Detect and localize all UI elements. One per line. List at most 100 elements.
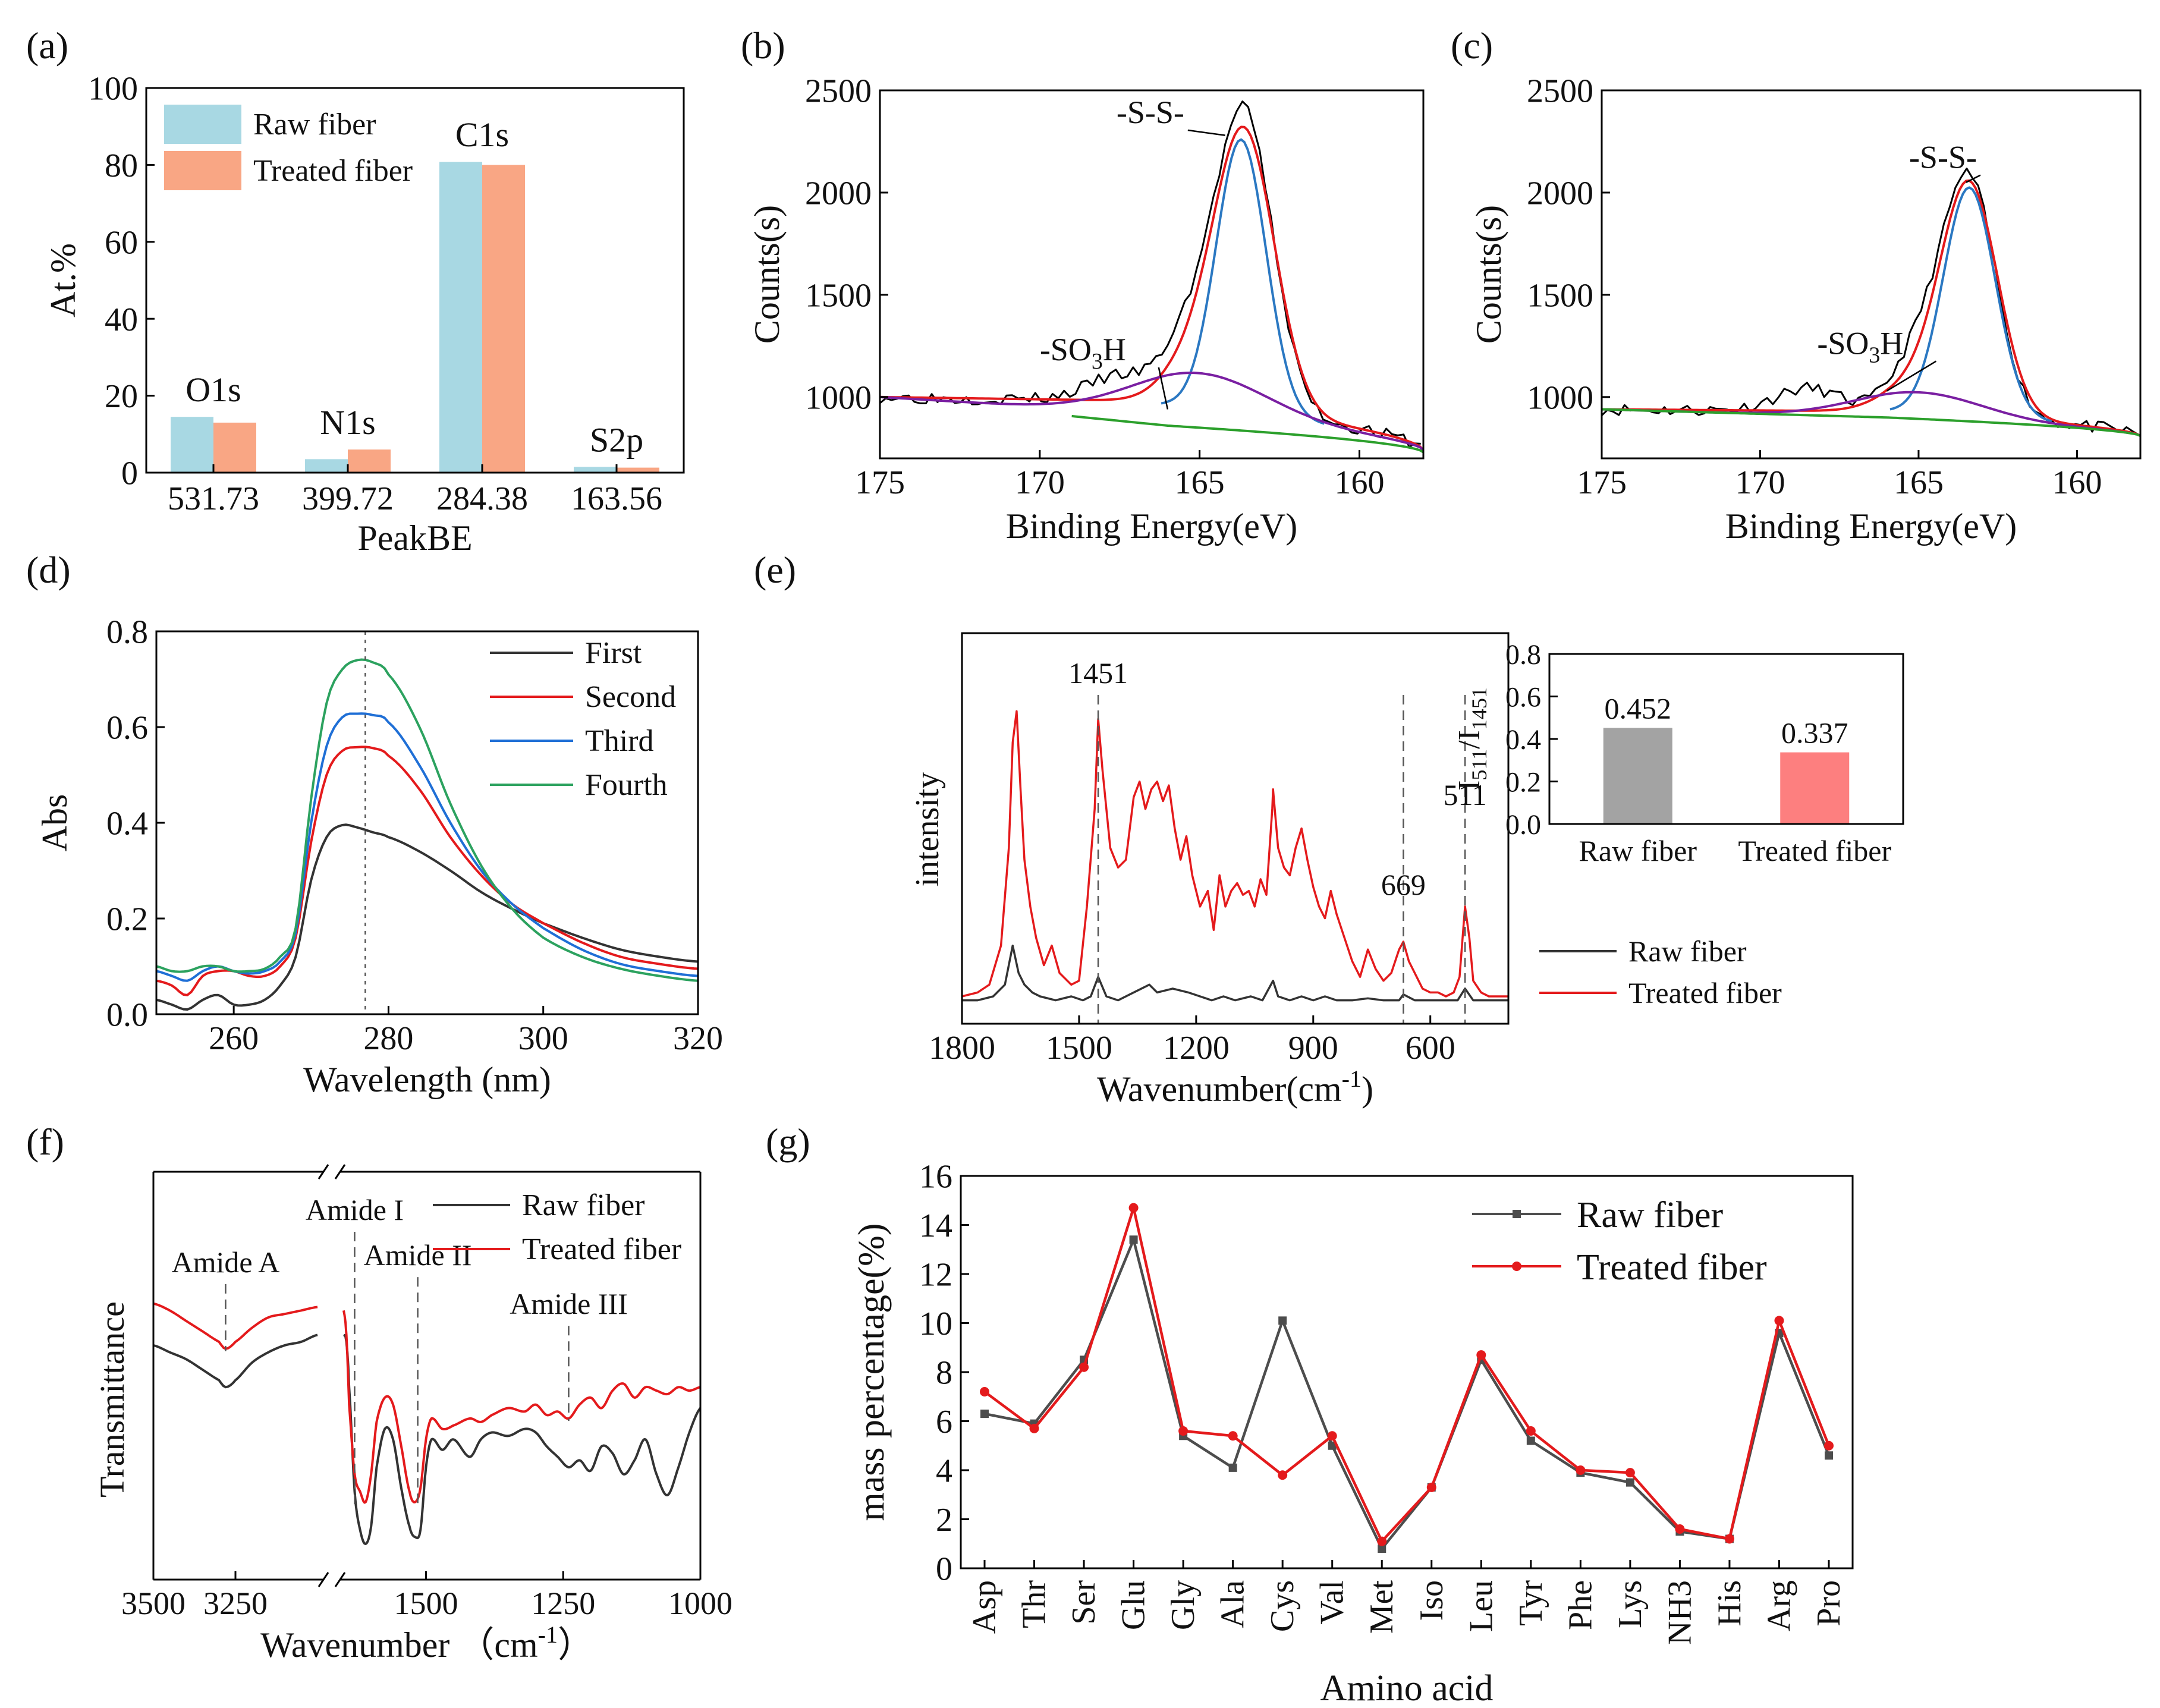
annotation-label: -S-S- [1117,95,1184,130]
x-tick-label: 165 [1175,464,1225,501]
annotation-label: -S-S- [1909,140,1977,175]
x-tick-label: Tyr [1513,1580,1549,1626]
x-tick-label: 260 [209,1020,259,1057]
y-tick-label: 4 [936,1453,952,1490]
x-tick-label: 175 [855,464,905,501]
panel-label: (a) [26,24,68,67]
legend-label: Raw fiber [253,108,376,141]
x-tick-label: 3250 [203,1586,268,1621]
data-point [1079,1362,1089,1372]
x-tick-label: Raw fiber [1579,834,1697,867]
panel-g: 0 2 4 6 8 10 12 14 16 Asp Thr Ser Glu Gly Ala Cys Val Met… [851,1159,1854,1708]
legend-marker [1513,1210,1521,1218]
panel-label: (g) [766,1121,810,1163]
y-tick-label: 6 [936,1404,952,1440]
peak-label: O1s [185,370,241,409]
x-tick-label: His [1711,1580,1748,1627]
legend-label: First [585,636,642,670]
y-tick-label: 16 [919,1159,952,1196]
x-axis-label: Wavelength (nm) [303,1060,551,1099]
x-axis-label: Wavenumber(cm-1) [1097,1065,1373,1109]
x-axis-label: Amino acid [1320,1668,1494,1708]
data-point [1625,1468,1635,1478]
y-axis-label: intensity [909,772,946,887]
legend-label: Raw fiber [522,1188,644,1222]
panel-b: 1000 1500 2000 2500 175 170 165 160 Binding Ener… [747,73,1425,546]
data-point [1825,1451,1833,1460]
y-tick-label: 20 [105,378,138,415]
band-label: Amide I [306,1193,404,1226]
data-point [980,1387,989,1396]
plot-frame [1601,89,2142,460]
annotation-tail: H [1103,332,1126,367]
x-tick-label: 170 [1015,464,1065,501]
y-axis-label: mass percentage(%) [851,1223,892,1521]
y-label-i: I [1452,781,1486,791]
x-tick-label: 3500 [121,1586,185,1621]
x-tick-label: 1800 [929,1030,995,1067]
plot-frame [1548,653,1904,825]
x-tick-label: 300 [518,1020,568,1057]
x-tick-label: 320 [673,1020,723,1057]
x-tick-label: Thr [1016,1580,1053,1628]
series-baseline [1071,414,1425,454]
series-raw-fiber [984,1238,1831,1550]
annotation-leader [1158,367,1169,410]
annotation-tail: H [1880,326,1903,361]
peak-label: S2p [590,420,643,459]
axis-break-mark [334,1572,346,1587]
y-tick-label: 1500 [805,277,872,314]
band-label: Amide III [510,1287,628,1320]
panel-e: 1451 669 511 1800 1500 1200 900 600 Wavenumber(c… [909,632,1782,1109]
y-axis-label: At.% [43,243,83,317]
x-tick-label: 600 [1406,1030,1455,1067]
x-tick-label: Asp [966,1580,1003,1634]
bar [574,467,617,473]
legend-marker [1512,1262,1521,1271]
x-tick-label: 531.73 [168,480,259,517]
data-point [1129,1235,1138,1244]
panel-label: (f) [26,1121,64,1163]
x-tick-label: Met [1363,1580,1400,1634]
y-axis-label: Counts(s) [747,205,787,344]
y-tick-label: 0.4 [106,806,148,842]
x-tick-label: 1500 [1046,1030,1112,1067]
data-point [1328,1441,1337,1450]
annotation-text: -SO [1040,332,1092,367]
x-tick-label: Cys [1264,1580,1301,1632]
x-tick-label: 163.56 [571,480,662,517]
x-tick-label: 175 [1577,464,1627,501]
series-raw [1601,167,2139,435]
annotation-leader [1966,174,1981,183]
x-tick-label: Pro [1810,1580,1847,1627]
y-tick-label: 0.8 [106,614,148,651]
x-axis-label-tail: ) [1362,1070,1373,1109]
y-tick-label: 40 [105,301,138,338]
panel-label: (e) [754,549,796,591]
y-tick-label: 1000 [1527,379,1593,416]
data-point [1278,1316,1287,1325]
data-point [1327,1431,1337,1441]
legend-label: Treated fiber [1628,976,1782,1009]
y-tick-label: 12 [919,1257,952,1294]
annotation-leader [1887,360,1937,392]
data-point [1128,1203,1139,1213]
x-tick-label: Leu [1463,1580,1499,1632]
legend-label: Treated fiber [253,154,413,188]
legend-label: Treated fiber [1577,1247,1767,1288]
y-label-sub: 1451 [1467,687,1491,730]
series-treated-fiber [961,710,1508,998]
x-axis-label-text: Wavenumber(cm [1097,1070,1342,1109]
annotation-text: -S-S- [1117,95,1184,130]
data-point [1625,1478,1634,1487]
plot-frame [961,632,1510,1025]
data-point [1774,1316,1784,1326]
data-point [1675,1524,1685,1534]
data-point [1476,1350,1486,1360]
series--so3h-fit [1601,391,2141,437]
series--so3h-fit [879,372,1425,451]
y-tick-label: 0.2 [1505,766,1541,798]
x-axis-label-sup: -1 [1342,1065,1362,1092]
annotation-label: -SO3H [1040,332,1126,374]
y-tick-label: 2000 [1527,175,1593,212]
